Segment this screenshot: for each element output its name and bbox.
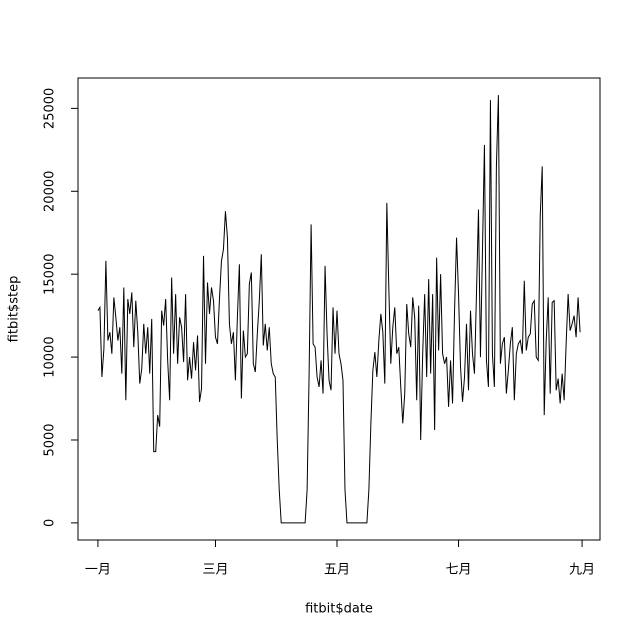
x-tick-label: 一月 [85,563,111,578]
y-tick-label: 0 [43,519,58,527]
y-axis-label: fitbit$step [7,276,22,343]
x-tick-label: 三月 [202,563,228,578]
x-tick-label: 五月 [324,563,350,578]
y-tick-label: 15000 [43,254,58,295]
y-tick-label: 20000 [43,171,58,212]
y-tick-label: 10000 [43,336,58,377]
y-tick-label: 5000 [43,423,58,456]
x-tick-label: 七月 [446,563,472,578]
y-tick-label: 25000 [43,88,58,129]
x-tick-label: 九月 [569,563,595,578]
plot-frame [77,77,601,541]
data-line [97,95,581,524]
x-axis-label: fitbit$date [305,602,373,617]
